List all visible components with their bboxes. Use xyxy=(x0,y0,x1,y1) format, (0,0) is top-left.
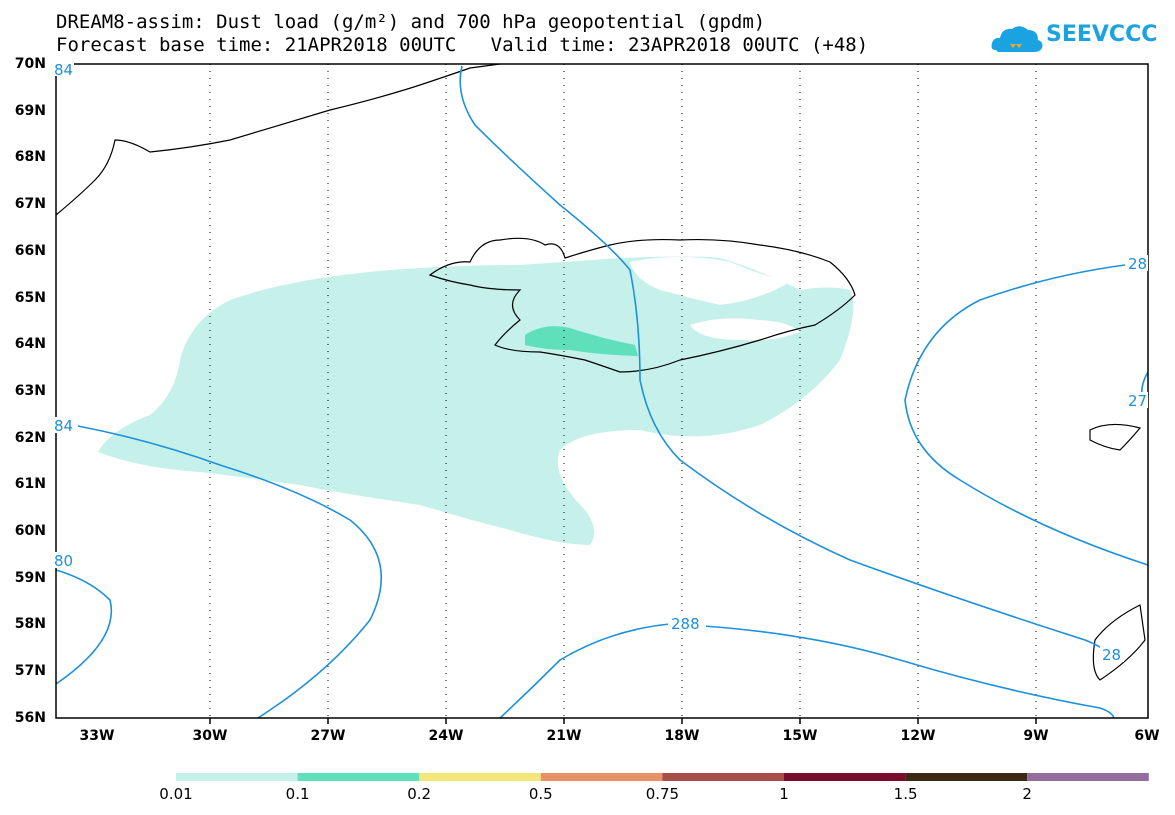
latitude-label: 59N xyxy=(14,569,46,586)
contour-label: 288 xyxy=(671,615,700,633)
colorbar-label: 0.01 xyxy=(159,785,193,803)
colorbar-label: 2 xyxy=(1022,785,1032,803)
longitude-label: 30W xyxy=(192,728,228,744)
colorbar-swatch xyxy=(419,773,541,781)
latitude-label: 70N xyxy=(14,56,46,72)
geopotential-contours xyxy=(55,65,1149,719)
colorbar-swatch xyxy=(297,773,420,781)
colorbar-swatch xyxy=(176,773,298,781)
longitude-label: 21W xyxy=(546,728,582,744)
contour-label: 80 xyxy=(54,552,73,570)
colorbar-swatch xyxy=(905,773,1028,781)
latitude-label: 60N xyxy=(14,523,46,539)
colorbar-label: 1 xyxy=(779,785,789,803)
contour-label: 84 xyxy=(54,417,73,435)
colorbar-swatch xyxy=(1027,773,1149,781)
contour-label: 28 xyxy=(1102,646,1121,664)
iceland-interior-gap xyxy=(690,318,800,341)
dust-area-low xyxy=(98,256,854,545)
longitude-label: 24W xyxy=(428,728,464,744)
colorbar-swatch xyxy=(540,773,663,781)
dust-area-mid xyxy=(525,326,638,356)
contour-label: 27 xyxy=(1128,392,1147,410)
colorbar-label: 0.5 xyxy=(528,785,553,803)
latitude-label: 61N xyxy=(14,476,46,493)
cloud-logo-icon xyxy=(991,26,1043,52)
longitude-label: 33W xyxy=(79,728,115,744)
map-title: DREAM8-assim: Dust load (g/m²) and 700 h… xyxy=(56,11,766,33)
colorbar-swatch xyxy=(662,773,784,781)
colorbar-label: 0.75 xyxy=(645,785,680,803)
contour-label: 84 xyxy=(54,61,73,79)
colorbar-label: 1.5 xyxy=(893,785,918,803)
latitude-label: 62N xyxy=(14,429,46,446)
latitude-label: 67N xyxy=(14,196,46,213)
iceland-north-gap xyxy=(630,257,790,305)
longitude-label: 27W xyxy=(310,728,346,744)
latitude-label: 65N xyxy=(14,289,46,306)
longitude-label: 18W xyxy=(664,728,700,744)
longitude-label: 9W xyxy=(1023,728,1049,744)
latitude-label: 69N xyxy=(14,102,46,119)
latitude-label: 57N xyxy=(14,663,46,680)
colorbar-swatch xyxy=(784,773,906,781)
colorbar-label: 0.2 xyxy=(407,785,432,803)
latitude-label: 63N xyxy=(14,382,46,399)
latitude-label: 56N xyxy=(14,709,46,726)
contour-label: 28 xyxy=(1128,255,1147,273)
latitude-label: 66N xyxy=(14,242,46,259)
coastlines xyxy=(55,63,1146,681)
latitude-label: 68N xyxy=(14,149,46,166)
longitude-label: 12W xyxy=(900,728,936,744)
colorbar-label: 0.1 xyxy=(285,785,310,803)
longitude-label: 6W xyxy=(1134,728,1160,744)
colorbar xyxy=(176,773,1149,781)
latitude-label: 58N xyxy=(14,616,46,633)
map-subtitle: Forecast base time: 21APR2018 00UTC Vali… xyxy=(56,34,869,56)
longitude-label: 15W xyxy=(782,728,818,744)
logo-text: SEEVCCC xyxy=(1046,22,1158,47)
latitude-label: 64N xyxy=(14,336,46,353)
